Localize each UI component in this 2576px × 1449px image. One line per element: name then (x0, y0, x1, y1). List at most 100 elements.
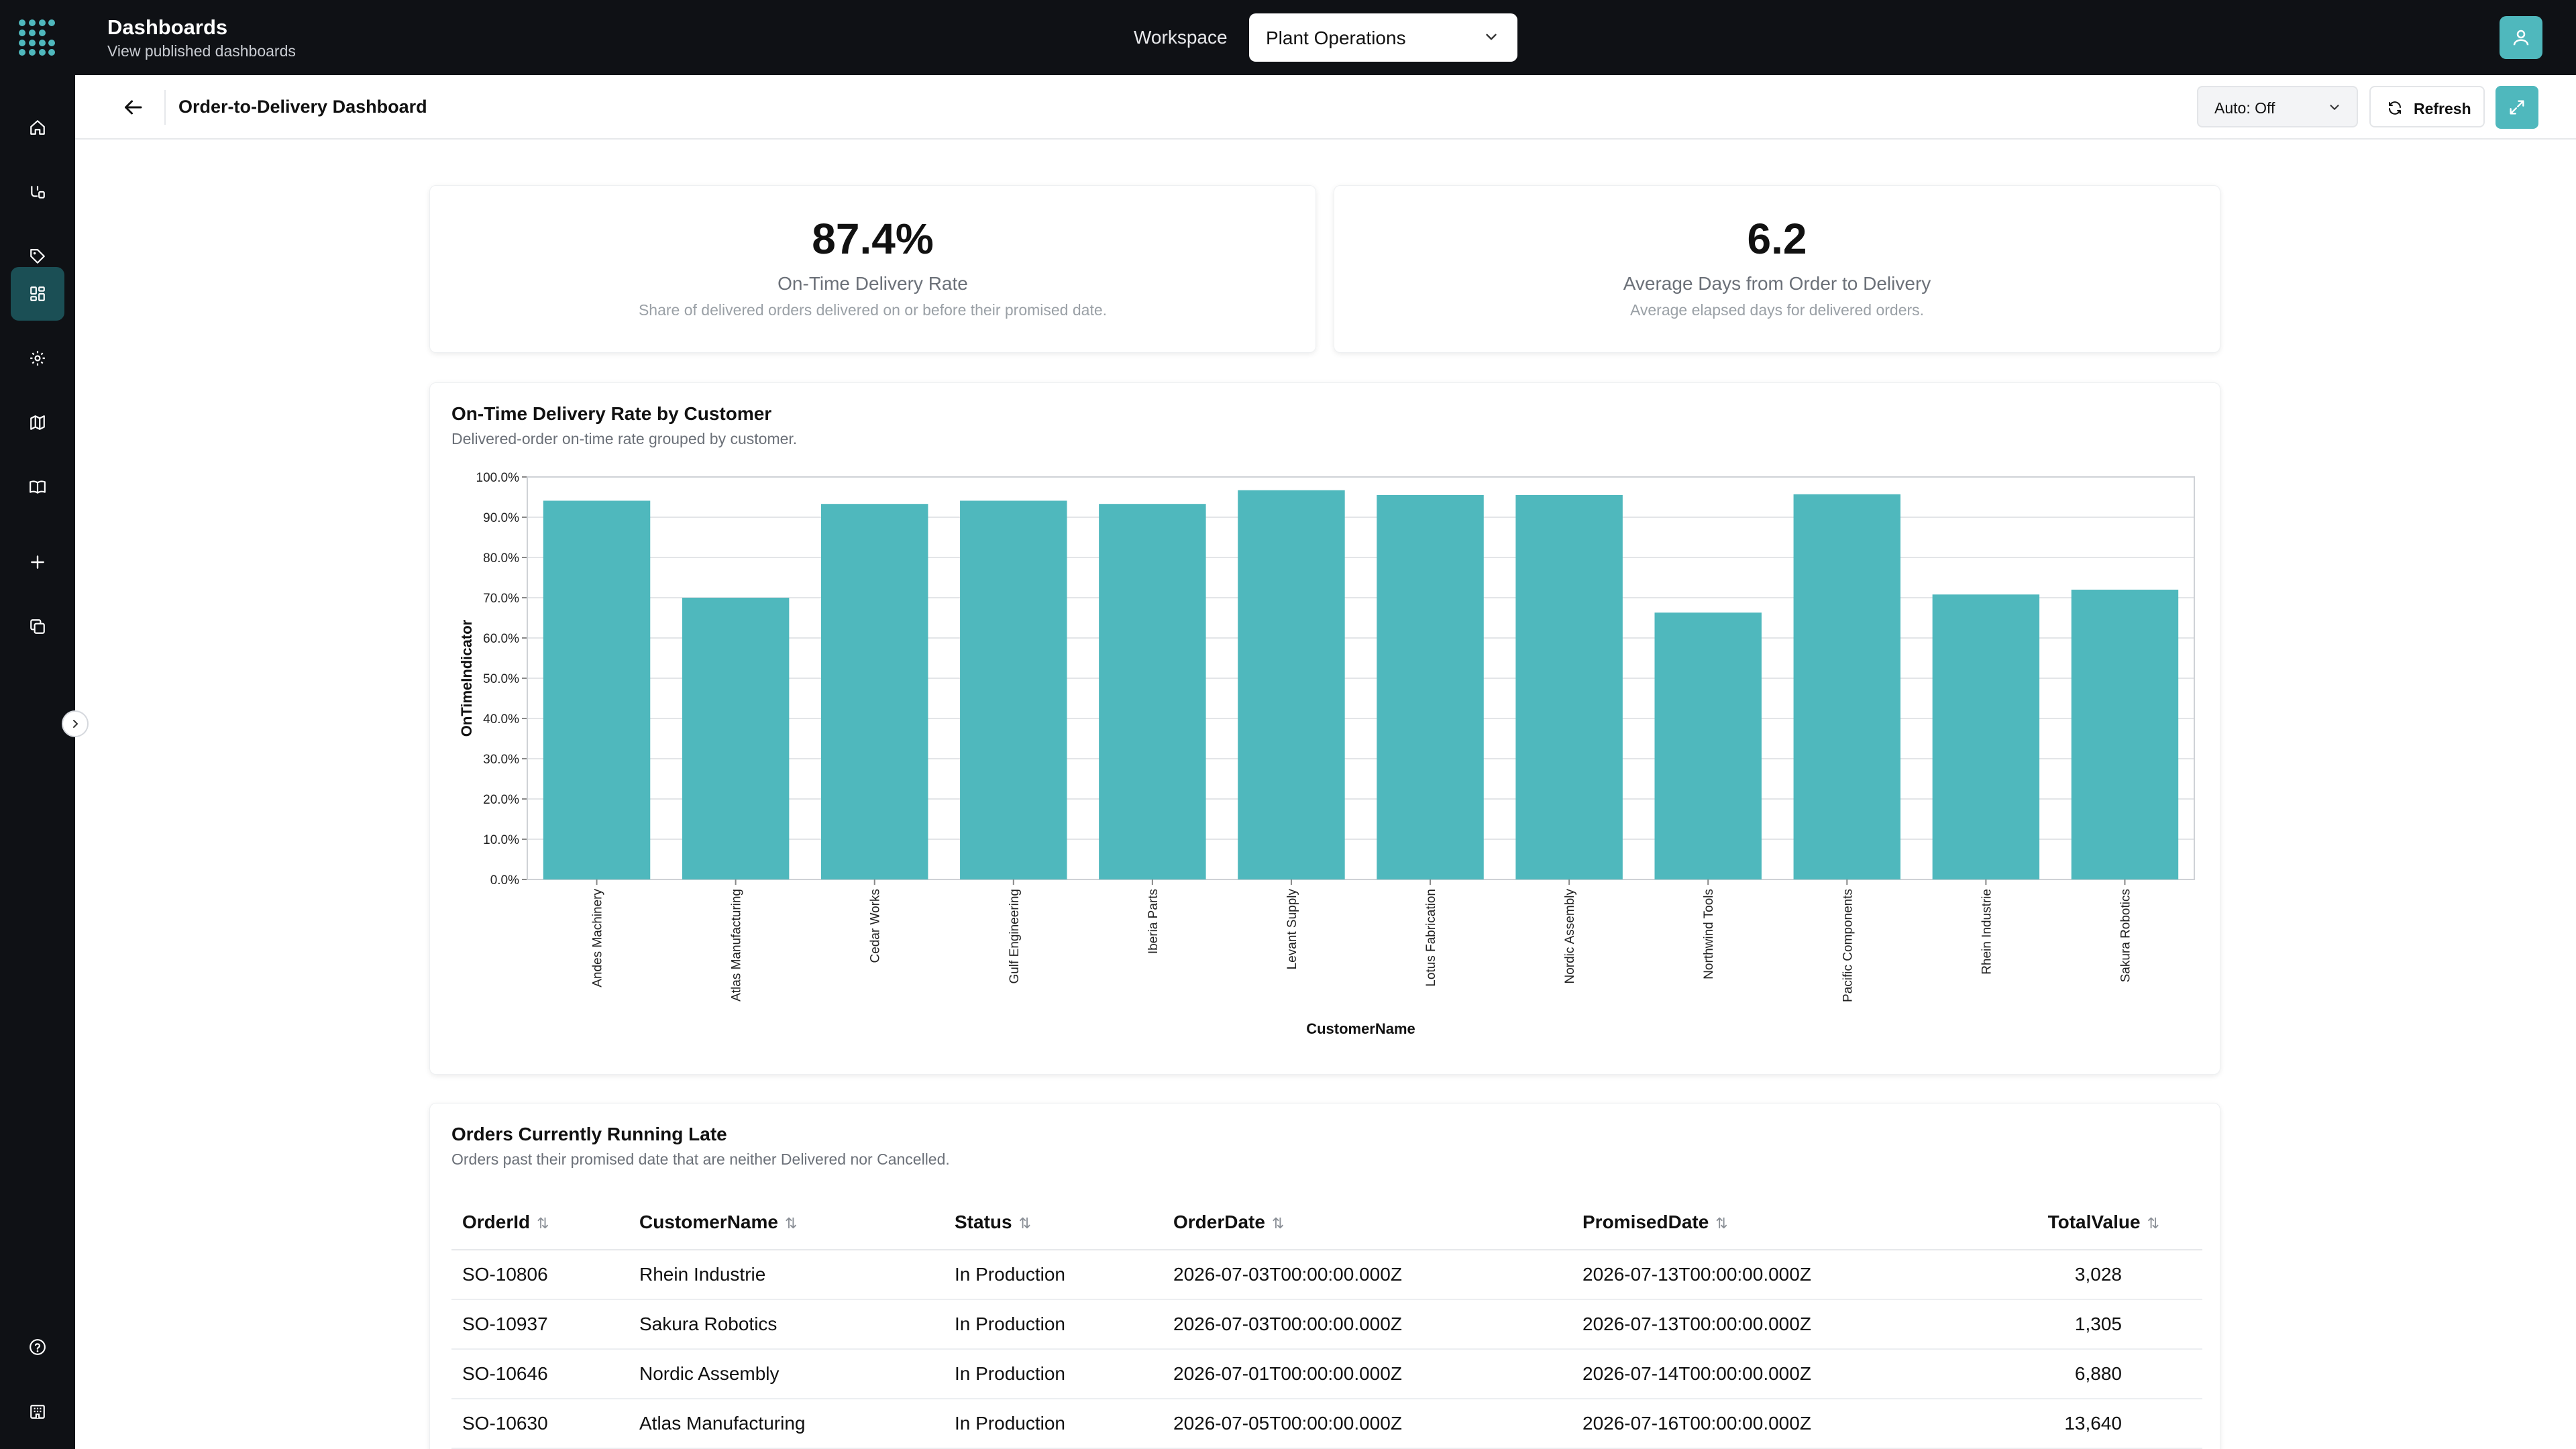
chart-subtitle: Delivered-order on-time rate grouped by … (451, 430, 798, 447)
top-bar: Dashboards View published dashboards Wor… (0, 0, 2576, 75)
y-tick-label: 100.0% (476, 471, 520, 485)
cell-customername: Nordic Assembly (629, 1349, 944, 1399)
cell-status: In Production (944, 1399, 1163, 1449)
x-tick-label: Sakura Robotics (2118, 889, 2133, 982)
sidebar-item-docs[interactable] (11, 460, 64, 514)
auto-refresh-select[interactable]: Auto: Off (2197, 86, 2358, 127)
x-tick-label: Andes Machinery (591, 889, 605, 987)
chevron-right-icon (73, 720, 78, 728)
table-row[interactable]: SO-10806 Rhein Industrie In Production 2… (451, 1250, 2202, 1300)
sidebar-item-map[interactable] (11, 396, 64, 449)
x-tick-label: Atlas Manufacturing (730, 889, 744, 1002)
bar (1515, 495, 1623, 879)
table-row[interactable]: SO-10630 Atlas Manufacturing In Producti… (451, 1399, 2202, 1449)
cell-orderid: SO-10630 (451, 1399, 629, 1449)
kpi-description: Average elapsed days for delivered order… (1629, 301, 1925, 319)
y-axis-title: OnTimeIndicator (458, 619, 475, 737)
y-tick-label: 70.0% (483, 592, 519, 606)
x-tick-label: Northwind Tools (1702, 889, 1716, 979)
kpi-card-average-days: 6.2 Average Days from Order to Delivery … (1334, 185, 2220, 353)
table-row[interactable]: SO-10646 Nordic Assembly In Production 2… (451, 1349, 2202, 1399)
settings-icon (30, 351, 45, 366)
sort-icon: ⇅ (1715, 1214, 1728, 1232)
bar (682, 598, 790, 879)
chart-card: On-Time Delivery Rate by Customer Delive… (429, 382, 2220, 1075)
bar (1793, 494, 1901, 879)
cell-orderdate: 2026-07-05T00:00:00.000Z (1163, 1399, 1572, 1449)
fullscreen-button[interactable] (2496, 86, 2538, 129)
kpi-value: 6.2 (1747, 215, 1807, 263)
cell-status: In Production (944, 1349, 1163, 1399)
column-header-status[interactable]: Status ⇅ (944, 1195, 1163, 1250)
table-subtitle: Orders past their promised date that are… (451, 1150, 950, 1168)
plus-icon (31, 555, 44, 569)
y-tick-label: 0.0% (490, 873, 519, 888)
chevron-down-icon (2330, 105, 2339, 110)
cell-customername: Atlas Manufacturing (629, 1399, 944, 1449)
left-sidebar (0, 75, 75, 1449)
kpi-label: On-Time Delivery Rate (777, 273, 968, 294)
auto-refresh-value: Auto: Off (2214, 99, 2275, 117)
bar (1238, 490, 1345, 879)
sort-icon: ⇅ (2147, 1214, 2159, 1232)
tag-icon (30, 249, 45, 264)
sidebar-item-pipelines[interactable] (11, 165, 64, 219)
kpi-card-on-time-rate: 87.4% On-Time Delivery Rate Share of del… (429, 185, 1316, 353)
x-tick-label: Lotus Fabrication (1424, 889, 1438, 987)
cell-totalvalue: 13,640 (2001, 1399, 2202, 1449)
x-tick-label: Gulf Engineering (1008, 889, 1022, 984)
sort-icon: ⇅ (784, 1214, 798, 1232)
sidebar-item-copy[interactable] (11, 600, 64, 653)
y-tick-label: 40.0% (483, 712, 519, 727)
refresh-label: Refresh (2414, 100, 2471, 117)
column-header-promiseddate[interactable]: PromisedDate ⇅ (1572, 1195, 2001, 1250)
sidebar-item-settings[interactable] (11, 331, 64, 385)
sort-icon: ⇅ (1018, 1214, 1032, 1232)
table-row[interactable]: SO-10937 Sakura Robotics In Production 2… (451, 1299, 2202, 1350)
sort-icon: ⇅ (1271, 1214, 1285, 1232)
bar (1099, 504, 1206, 879)
sidebar-item-dashboards[interactable] (11, 267, 64, 321)
back-arrow-icon[interactable] (121, 95, 145, 119)
kpi-description: Share of delivered orders delivered on o… (638, 301, 1108, 319)
copy-icon (30, 619, 45, 634)
cell-orderid: SO-10646 (451, 1349, 629, 1399)
cell-status: In Production (944, 1299, 1163, 1350)
user-profile-button[interactable] (2500, 16, 2542, 59)
column-header-orderdate[interactable]: OrderDate ⇅ (1163, 1195, 1572, 1250)
app-logo-icon[interactable] (17, 18, 56, 57)
y-tick-label: 80.0% (483, 551, 519, 566)
cell-orderid: SO-10806 (451, 1250, 629, 1300)
column-header-orderid[interactable]: OrderId ⇅ (451, 1195, 629, 1250)
column-header-totalvalue[interactable]: TotalValue ⇅ (2001, 1195, 2202, 1250)
sidebar-expand-toggle[interactable] (62, 710, 89, 737)
kpi-label: Average Days from Order to Delivery (1623, 273, 1931, 294)
kpi-value: 87.4% (812, 215, 934, 263)
pipeline-icon (31, 186, 45, 199)
sidebar-item-new[interactable] (11, 535, 64, 589)
workspace-select[interactable]: Plant Operations (1249, 13, 1517, 62)
header-divider (164, 90, 166, 125)
sidebar-item-tags[interactable] (11, 229, 64, 283)
cell-customername: Rhein Industrie (629, 1250, 944, 1300)
user-icon (2513, 30, 2529, 46)
expand-icon (2510, 100, 2524, 115)
dashboard-title: Order-to-Delivery Dashboard (178, 97, 427, 117)
app-title: Dashboards (107, 15, 228, 39)
refresh-button[interactable]: Refresh (2369, 86, 2485, 127)
sidebar-item-home[interactable] (11, 101, 64, 154)
cell-orderid: SO-10937 (451, 1299, 629, 1350)
y-tick-label: 90.0% (483, 511, 519, 525)
cell-promiseddate: 2026-07-13T00:00:00.000Z (1572, 1299, 2001, 1350)
building-icon (30, 1405, 45, 1419)
bar (2071, 590, 2179, 879)
home-icon (30, 120, 45, 135)
map-icon (30, 415, 45, 430)
late-orders-card: Orders Currently Running Late Orders pas… (429, 1103, 2220, 1449)
help-icon (30, 1339, 46, 1355)
cell-orderdate: 2026-07-01T00:00:00.000Z (1163, 1349, 1572, 1399)
sidebar-item-organization[interactable] (11, 1385, 64, 1438)
sidebar-item-help[interactable] (11, 1320, 64, 1374)
column-header-customername[interactable]: CustomerName ⇅ (629, 1195, 944, 1250)
late-orders-table: OrderId ⇅ CustomerName ⇅ Status ⇅ OrderDate… (451, 1195, 2202, 1449)
